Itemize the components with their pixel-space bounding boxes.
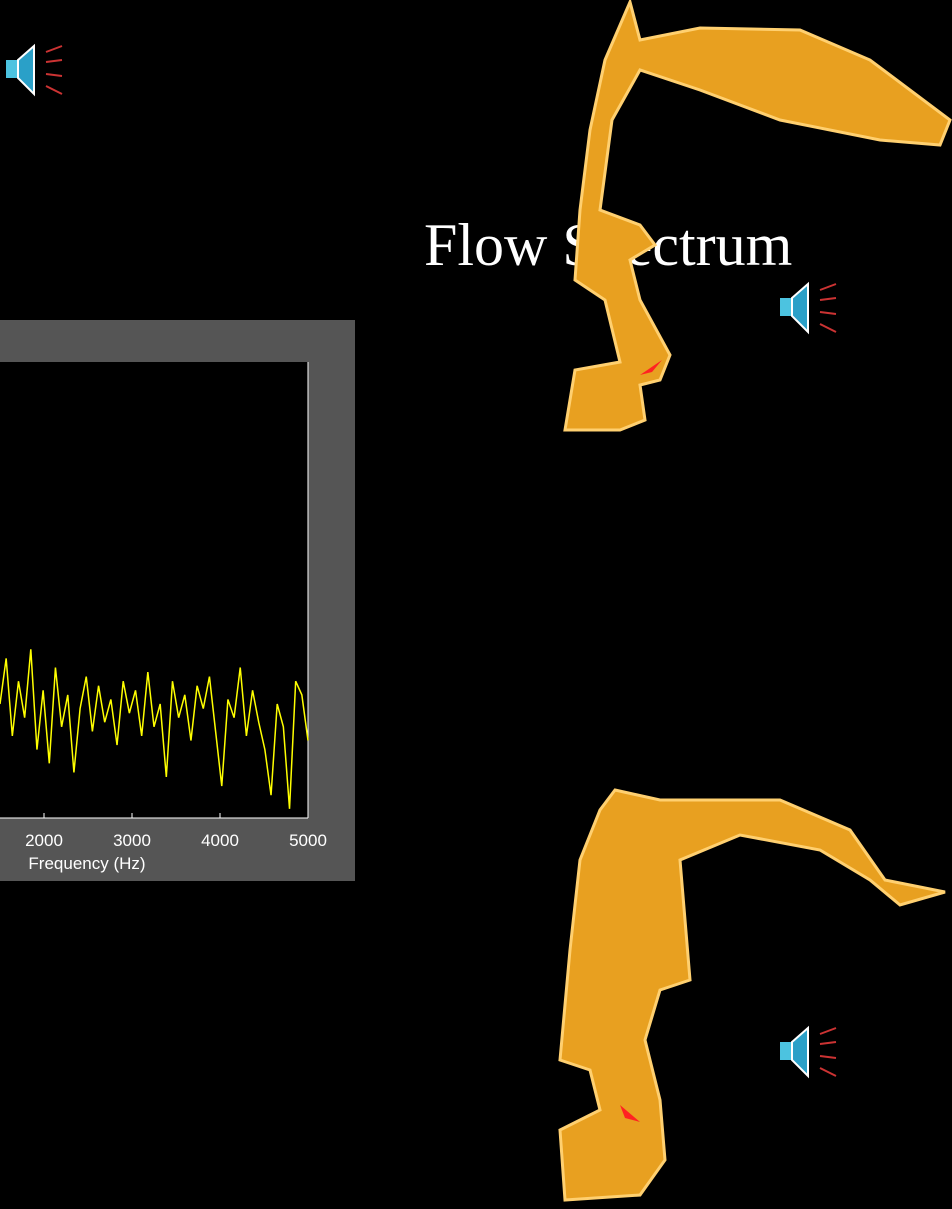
x-axis-label: Frequency (Hz) xyxy=(28,854,145,873)
x-tick-label: 3000 xyxy=(113,831,151,850)
x-tick-label: 2000 xyxy=(25,831,63,850)
x-tick-label: 4000 xyxy=(201,831,239,850)
plot-area xyxy=(0,362,308,818)
x-tick-label: 5000 xyxy=(289,831,327,850)
slide: Flow Spectrum Frequency (Hz) 20003000400… xyxy=(0,0,952,1209)
